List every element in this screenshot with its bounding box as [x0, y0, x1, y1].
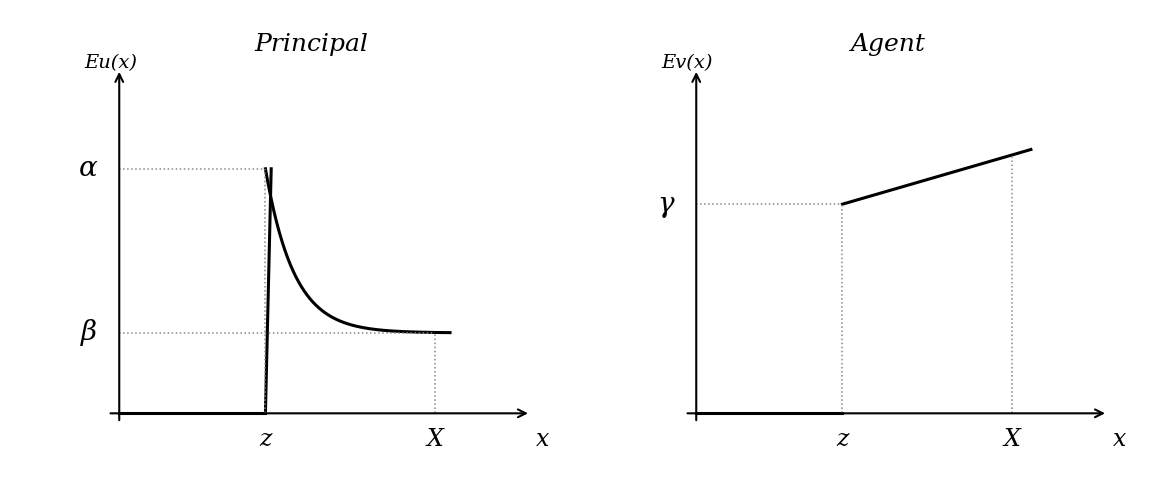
- Text: Eu(x): Eu(x): [84, 53, 137, 72]
- Text: β: β: [81, 319, 97, 346]
- Text: X: X: [1003, 428, 1020, 450]
- Title: Agent: Agent: [852, 33, 926, 56]
- Text: Ev(x): Ev(x): [661, 53, 713, 72]
- Text: γ: γ: [657, 191, 674, 218]
- Text: x: x: [535, 428, 549, 450]
- Text: z: z: [837, 428, 848, 450]
- Title: Principal: Principal: [255, 33, 368, 56]
- Text: x: x: [1112, 428, 1126, 450]
- Text: X: X: [426, 428, 443, 450]
- Text: z: z: [260, 428, 271, 450]
- Text: α: α: [80, 155, 98, 182]
